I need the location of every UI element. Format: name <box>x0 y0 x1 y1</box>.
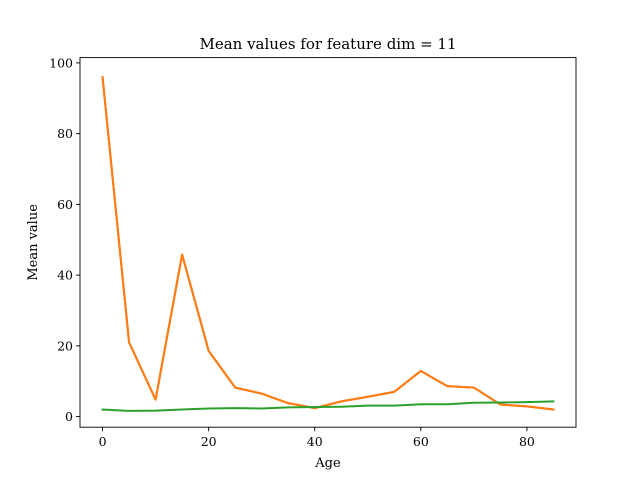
x-tick-label: 60 <box>413 434 429 449</box>
series-line-2 <box>101 75 555 411</box>
y-tick-label: 40 <box>57 268 73 283</box>
x-tick-label: 20 <box>201 434 217 449</box>
y-tick-label: 20 <box>57 338 73 353</box>
chart-title: Mean values for feature dim = 11 <box>199 35 456 53</box>
y-tick-label: 100 <box>49 55 73 70</box>
x-tick-label: 0 <box>99 434 107 449</box>
series-line-1 <box>101 75 555 411</box>
x-tick-label: 80 <box>519 434 535 449</box>
series-line-3 <box>101 400 555 412</box>
y-tick-label: 0 <box>65 409 73 424</box>
y-axis-label: Mean value <box>26 204 41 281</box>
x-tick-label: 40 <box>307 434 323 449</box>
y-axis: 0 20 40 60 80 100 <box>49 55 80 424</box>
y-tick-label: 80 <box>57 126 73 141</box>
plot-area <box>101 75 555 412</box>
y-tick-label: 60 <box>57 197 73 212</box>
x-axis: 0 20 40 60 80 <box>99 427 535 449</box>
axes-frame <box>79 57 577 428</box>
x-axis-label: Age <box>314 456 341 471</box>
